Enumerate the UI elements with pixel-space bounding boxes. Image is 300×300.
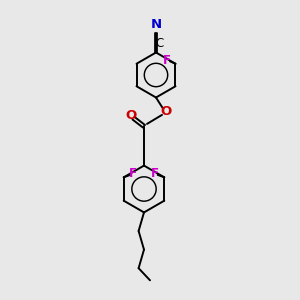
Text: F: F [163,54,171,67]
Text: O: O [160,105,171,119]
Text: F: F [129,167,137,180]
Text: N: N [150,18,162,31]
Text: O: O [125,109,136,122]
Text: C: C [156,37,164,50]
Text: F: F [151,167,159,180]
